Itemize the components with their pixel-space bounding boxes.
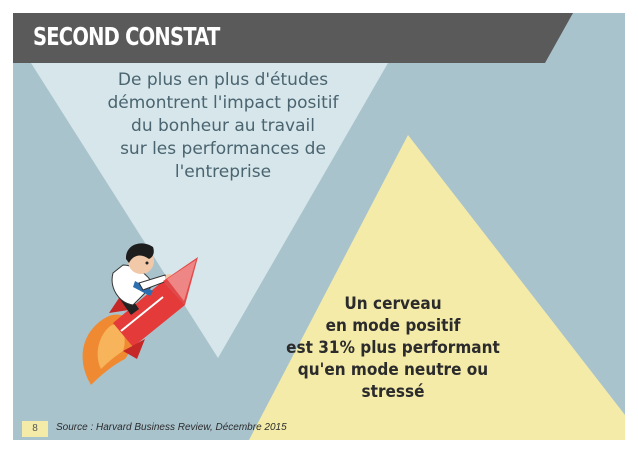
inverted-triangle — [31, 63, 388, 358]
intro-line: du bonheur au travail — [131, 116, 315, 136]
yellow-triangle — [249, 135, 625, 440]
intro-line: démontrent l'impact positif — [107, 93, 339, 113]
stat-line: qu'en mode neutre ou — [297, 360, 489, 380]
intro-line: De plus en plus d'études — [117, 70, 329, 90]
stat-line: en mode positif — [325, 316, 461, 336]
rocket-man-illustration — [82, 243, 198, 385]
intro-text: De plus en plus d'études démontrent l'im… — [73, 69, 373, 184]
title-band — [13, 13, 573, 63]
slide-title: SECOND CONSTAT — [33, 22, 220, 51]
rocket-fin-bottom — [123, 339, 145, 359]
rocket-stripe — [120, 296, 164, 332]
stat-line: stressé — [361, 382, 425, 402]
page-number: 8 — [22, 421, 48, 437]
intro-line: l'entreprise — [174, 162, 272, 182]
man-hair — [125, 243, 154, 263]
intro-line: sur les performances de — [120, 139, 326, 159]
rocket-body — [113, 281, 185, 347]
man-eye — [145, 261, 149, 265]
stat-line: Un cerveau — [344, 294, 442, 314]
stat-line: est 31% plus performant — [286, 338, 500, 358]
background-art — [31, 63, 625, 440]
rocket-nose-highlight — [167, 260, 196, 301]
rocket-flame-inner — [97, 324, 125, 369]
stat-text: Un cerveau en mode positif est 31% plus … — [263, 293, 523, 403]
slide: SECOND CONSTAT De plus en plus d'études … — [13, 13, 625, 440]
source-citation: Source : Harvard Business Review, Décemb… — [56, 422, 287, 433]
